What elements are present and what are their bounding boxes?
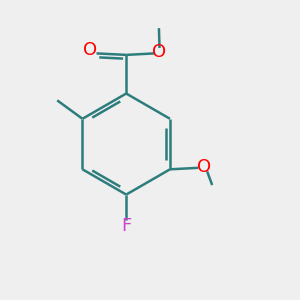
Text: O: O [152,43,167,61]
Text: F: F [121,218,131,236]
Text: O: O [83,41,97,59]
Text: O: O [196,158,211,176]
